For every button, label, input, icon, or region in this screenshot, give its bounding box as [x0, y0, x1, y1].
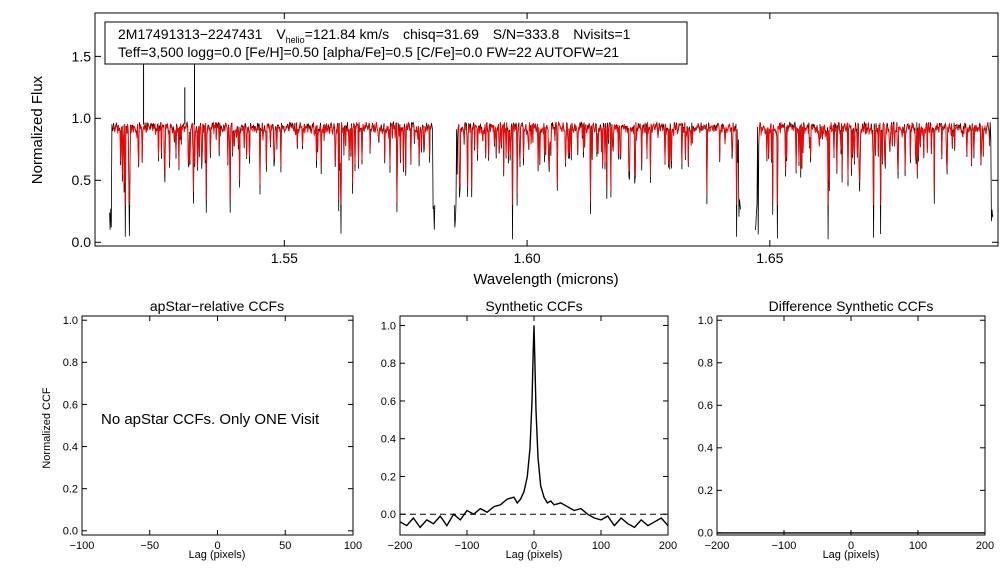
spectrum-annotation-box — [104, 21, 688, 65]
spectrum-ytick-label: 1.5 — [72, 48, 92, 64]
apstar-ccf-xtick-label: −100 — [70, 540, 95, 552]
synthetic-ccf-line — [399, 325, 669, 529]
annotation-line1: 2M17491313−2247431 Vhelio=121.84 km/s ch… — [118, 26, 631, 45]
difference-ccf-xtick-label: −100 — [772, 540, 797, 552]
apstar-ccf-xtick-label: 50 — [279, 540, 291, 552]
apstar-ccf-ytick-label: 0.0 — [63, 526, 78, 538]
synthetic-ccf-traces — [399, 325, 669, 529]
apstar-ccf-ytick-label: 0.8 — [63, 357, 78, 369]
spectrum-ytick-label: 1.0 — [72, 110, 92, 126]
spectrum-plot-frame — [94, 12, 999, 247]
spectrum-xlabel: Wavelength (microns) — [473, 271, 618, 288]
synthetic-ccf-xtick-label: 0 — [531, 540, 537, 552]
synthetic-ccf-xtick-label: −200 — [388, 540, 413, 552]
difference-ccf-panel: Difference Synthetic CCFs −200 −100 0 100 20… — [698, 298, 994, 561]
synthetic-ccf-ytick-label: 0.4 — [381, 434, 396, 446]
apstar-ccf-title: apStar−relative CCFs — [150, 298, 284, 314]
difference-ccf-xtick-label: −200 — [705, 540, 730, 552]
annotation-line2: Teff=3,500 logg=0.0 [Fe/H]=0.50 [alpha/F… — [118, 44, 619, 60]
spectrum-xtick-label: 1.55 — [271, 250, 298, 266]
observed-spectrum-line-chip-3 — [754, 120, 994, 240]
difference-ccf-xtick-label: 100 — [909, 540, 927, 552]
synthetic-ccf-xtick-label: 200 — [659, 540, 677, 552]
apstar-ccf-ytick-label: 0.6 — [63, 399, 78, 411]
synthetic-ccf-ytick-label: 1.0 — [381, 320, 396, 332]
annotation-snr: S/N=333.8 — [493, 26, 560, 42]
annotation-vhelio-sub: helio — [286, 35, 305, 45]
spectrum-xtick-label: 1.60 — [513, 250, 540, 266]
spectrum-ytick-label: 0.0 — [72, 234, 92, 250]
apstar-ccf-ytick-label: 0.2 — [63, 484, 78, 496]
apstar-ccf-xtick-label: 100 — [344, 540, 362, 552]
synthetic-ccf-xlabel: Lag (pixels) — [506, 549, 563, 561]
synthetic-ccf-xtick-label: −100 — [455, 540, 480, 552]
apstar-ccf-xtick-label: −50 — [140, 540, 159, 552]
spectrum-xtick-label: 1.65 — [756, 250, 783, 266]
annotation-chisq: chisq=31.69 — [403, 26, 479, 42]
difference-ccf-ytick-label: 0.4 — [698, 443, 713, 455]
spectrum-ylabel: Normalized Flux — [29, 75, 46, 184]
synthetic-ccf-ytick-label: 0.0 — [381, 509, 396, 521]
annotation-star-id: 2M17491313−2247431 — [118, 26, 263, 42]
apstar-ccf-ticks: −100 −50 0 50 100 0.0 0.2 0.4 0.6 0.8 1.0 — [63, 315, 362, 552]
synthetic-ccf-panel: Synthetic CCFs −200 −100 0 100 200 0.0 0.2 0.4 0… — [381, 298, 677, 561]
apstar-ccf-xlabel: Lag (pixels) — [189, 549, 246, 561]
difference-ccf-ticks: −200 −100 0 100 200 0.0 0.2 0.4 0.6 0.8 1.0 — [698, 315, 994, 552]
difference-ccf-ytick-label: 0.8 — [698, 358, 713, 370]
apstar-ccf-ytick-label: 0.4 — [63, 441, 78, 453]
annotation-nvisits: Nvisits=1 — [573, 26, 630, 42]
annotation-vhelio-prefix: V — [276, 26, 286, 42]
apstar-ccf-xtick-label: 0 — [214, 540, 220, 552]
synthetic-ccf-ytick-label: 0.8 — [381, 358, 396, 370]
difference-ccf-ytick-label: 0.6 — [698, 400, 713, 412]
annotation-vhelio-value: =121.84 km/s — [305, 26, 389, 42]
synthetic-ccf-ytick-label: 0.2 — [381, 471, 396, 483]
difference-ccf-ytick-label: 1.0 — [698, 315, 713, 327]
synthetic-ccf-title: Synthetic CCFs — [485, 298, 582, 314]
synthetic-ccf-ticks: −200 −100 0 100 200 0.0 0.2 0.4 0.6 0.8 1.0 — [381, 316, 677, 552]
apstar-ccf-ytick-label: 1.0 — [63, 315, 78, 327]
spectrum-ticks: 1.55 1.60 1.65 0.0 0.5 1.0 1.5 — [72, 13, 998, 266]
spectrum-traces — [109, 25, 994, 240]
spectrum-ytick-label: 0.5 — [72, 172, 92, 188]
difference-ccf-plot-frame — [716, 315, 986, 536]
synthetic-spectrum-line-chip-1 — [112, 121, 432, 206]
synthetic-spectrum-line-chip-3 — [758, 122, 990, 206]
synthetic-ccf-ytick-label: 0.6 — [381, 396, 396, 408]
spectrum-panel: 1.55 1.60 1.65 0.0 0.5 1.0 1.5 2M17491313−2247… — [29, 12, 999, 288]
apstar-ccf-panel: apStar−relative CCFs −100 −50 0 50 100 0.0 0.2… — [41, 298, 362, 561]
difference-ccf-ytick-label: 0.0 — [698, 528, 713, 540]
difference-ccf-xlabel: Lag (pixels) — [823, 549, 880, 561]
synthetic-ccf-xtick-label: 100 — [592, 540, 610, 552]
ccf-ylabel: Normalized CCF — [41, 387, 53, 469]
difference-ccf-xtick-label: 200 — [976, 540, 994, 552]
difference-ccf-title: Difference Synthetic CCFs — [769, 298, 934, 314]
synthetic-spectrum-line-chip-2 — [457, 121, 738, 206]
difference-ccf-ytick-label: 0.2 — [698, 485, 713, 497]
difference-ccf-xtick-label: 0 — [848, 540, 854, 552]
apstar-ccf-message: No apStar CCFs. Only ONE Visit — [101, 411, 320, 428]
